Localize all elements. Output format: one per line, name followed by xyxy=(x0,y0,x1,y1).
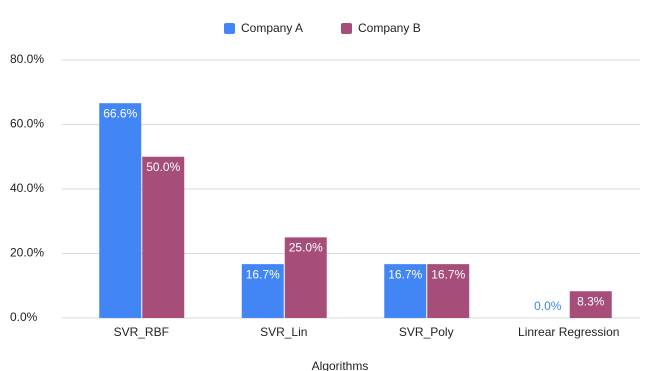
y-tick-label: 0.0% xyxy=(10,310,38,324)
x-axis-title: Algorithms xyxy=(312,359,369,371)
value-label: 16.7% xyxy=(431,267,465,281)
value-label: 16.7% xyxy=(246,267,280,281)
bar xyxy=(569,291,612,318)
bar xyxy=(142,156,185,318)
value-label: 16.7% xyxy=(388,267,422,281)
value-label: 25.0% xyxy=(289,241,323,255)
bar xyxy=(99,103,142,318)
legend-swatch xyxy=(341,23,352,34)
value-label: 50.0% xyxy=(146,160,180,174)
y-tick-label: 60.0% xyxy=(10,117,44,131)
x-tick-label: SVR_Lin xyxy=(260,325,307,339)
legend-swatch xyxy=(224,23,235,34)
y-tick-label: 20.0% xyxy=(10,246,44,260)
x-tick-label: Linrear Regression xyxy=(518,325,619,339)
bar xyxy=(241,264,284,318)
value-label: 8.3% xyxy=(577,294,605,308)
x-tick-label: SVR_Poly xyxy=(399,325,454,339)
y-tick-label: 80.0% xyxy=(10,52,44,66)
legend-label: Company B xyxy=(358,21,421,35)
x-tick-label: SVR_RBF xyxy=(114,325,169,339)
bar xyxy=(284,237,327,318)
value-label: 66.6% xyxy=(103,106,137,120)
bar xyxy=(427,264,470,318)
bar xyxy=(384,264,427,318)
y-tick-label: 40.0% xyxy=(10,181,44,195)
legend-label: Company A xyxy=(241,21,303,35)
value-label: 0.0% xyxy=(534,299,562,313)
